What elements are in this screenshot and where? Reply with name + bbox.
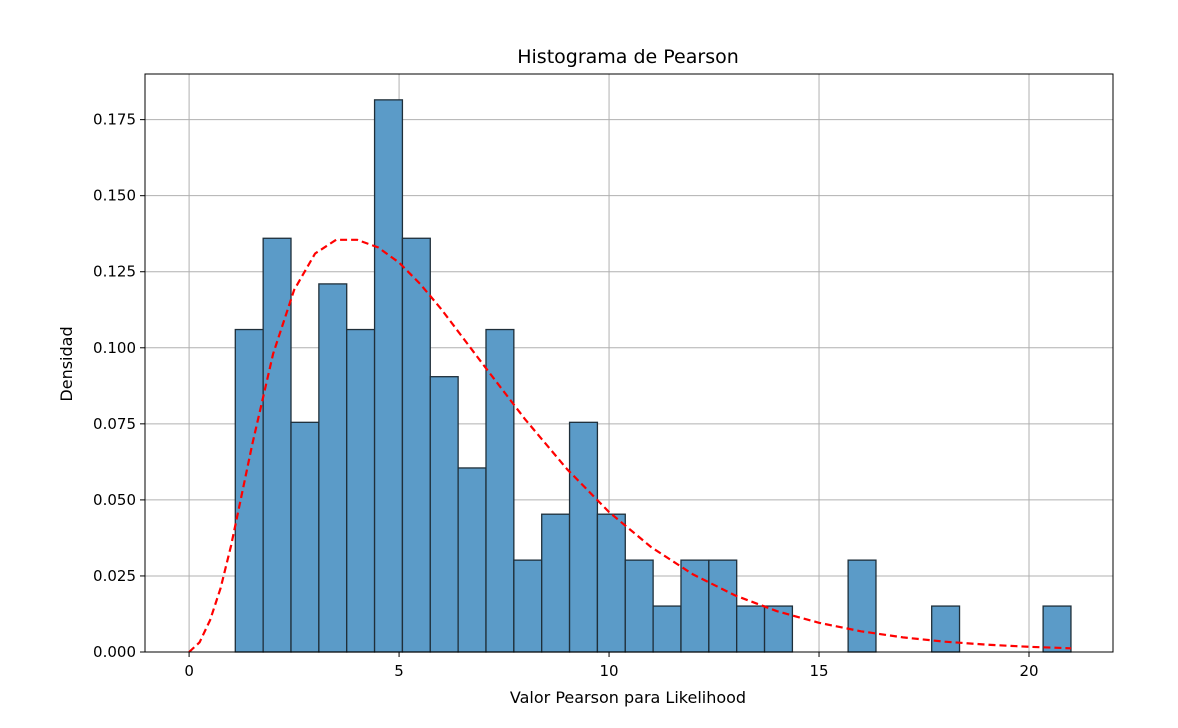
histogram-bar [541,513,571,653]
y-tick-label: 0.100 [93,339,136,357]
histogram-bar [624,559,654,653]
x-tick-label: 10 [600,662,619,680]
fit-curve-layer [188,238,1072,653]
histogram-bar [234,328,264,653]
histogram-bar [262,237,292,653]
histogram-bar [513,559,543,653]
histogram-bar [1042,605,1072,653]
y-tick-label: 0.125 [93,263,136,281]
y-tick-label: 0.075 [93,415,136,433]
histogram-bar [652,605,682,653]
plot-frame [144,73,1114,653]
y-tick-label: 0.050 [93,491,136,509]
histogram-bar [736,605,766,653]
y-tick-label: 0.000 [93,643,136,661]
histogram-bar [680,559,710,653]
histogram-bar [346,328,376,653]
histogram-bar [485,328,515,653]
ticks-layer: 0 5 10 15 20 0.000 0.025 0.050 0.075 0.100 0.125 0.… [93,111,1039,680]
histogram-bar [596,513,626,653]
chart-title: Histograma de Pearson [517,46,739,68]
x-tick-label: 20 [1019,662,1038,680]
x-axis-label: Valor Pearson para Likelihood [510,688,746,707]
histogram-bar [763,605,794,653]
histogram-bar [568,421,599,653]
histogram-bar [931,605,961,653]
histogram-bar [290,421,320,653]
histogram-bar [373,99,404,653]
x-tick-label: 5 [394,662,404,680]
histogram-bar [457,467,487,653]
histogram-bar [318,283,348,653]
y-tick-label: 0.150 [93,187,136,205]
x-tick-label: 0 [184,662,194,680]
histogram-bar [708,559,738,653]
histogram-bar [429,376,459,653]
y-tick-label: 0.175 [93,111,136,129]
bars-layer [234,99,1072,653]
histogram-bar [401,237,431,653]
fit-curve-line [188,238,1072,653]
histogram-bar [847,559,877,653]
x-tick-label: 15 [809,662,828,680]
y-axis-label: Densidad [57,326,76,401]
y-tick-label: 0.025 [93,567,136,585]
